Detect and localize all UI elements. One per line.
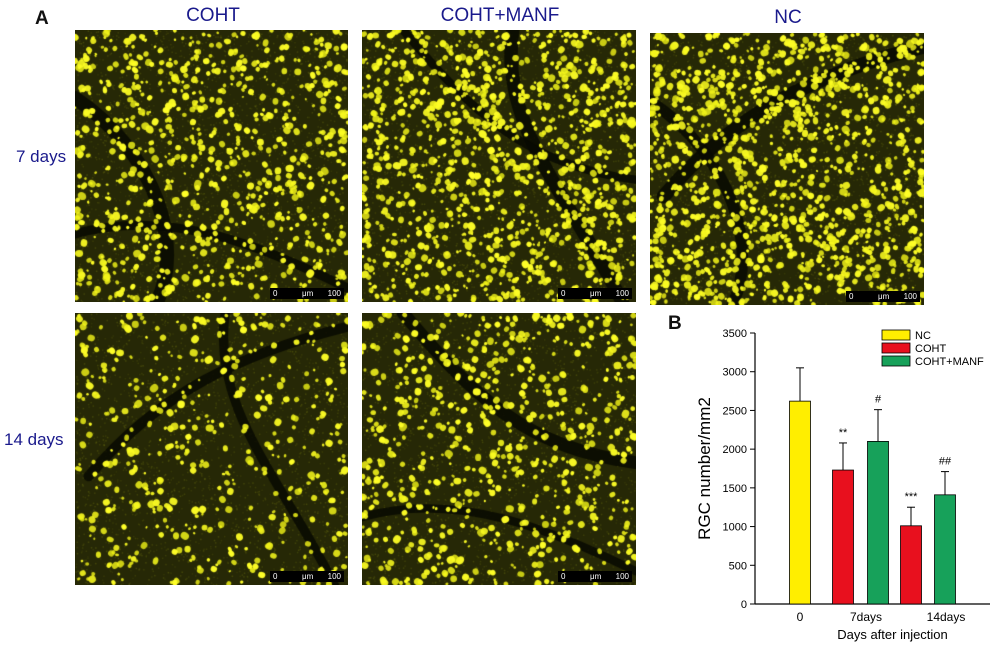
legend-label: NC — [915, 330, 931, 342]
significance-label: ## — [939, 456, 952, 468]
legend-label: COHT+MANF — [915, 356, 984, 368]
row-label-14-days: 14 days — [4, 430, 64, 449]
chart-axes: 0 500 1000 1500 2000 2500 3000 3500 — [723, 328, 990, 611]
column-label-nc: NC — [774, 7, 802, 28]
bar-coht-7days — [832, 469, 854, 605]
y-tick-label: 2500 — [723, 405, 747, 417]
y-tick-label: 2000 — [723, 444, 747, 456]
y-tick-label: 3500 — [723, 328, 747, 340]
micrograph-nc-7-days: 0 μm 100 — [650, 33, 924, 305]
legend-swatch — [881, 355, 911, 367]
row-label-7-days: 7 days — [16, 147, 67, 166]
significance-label: # — [875, 394, 882, 406]
y-tick-label: 0 — [741, 599, 747, 611]
significance-label: ** — [839, 427, 848, 439]
y-axis-label: RGC number/mm2 — [695, 397, 714, 540]
scale-bar: 0 μm 100 — [558, 571, 632, 582]
chart-labels: RGC number/mm2 Days after injection 0 7days… — [695, 394, 965, 642]
micrograph-coht-14-days: 0 μm 100 — [75, 313, 348, 585]
bar-coht-manf-7days — [867, 441, 889, 605]
y-tick-label: 1000 — [723, 522, 747, 534]
panel-a-letter: A — [35, 8, 49, 29]
y-tick-label: 1500 — [723, 483, 747, 495]
x-tick-label: 0 — [797, 610, 804, 624]
legend-swatch — [881, 329, 911, 341]
legend-label: COHT — [915, 343, 946, 355]
x-tick-label: 14days — [927, 610, 966, 624]
bar-nc-0 — [789, 400, 811, 605]
chart-svg: 0 500 1000 1500 2000 2500 3000 3500 RGC number/… — [695, 328, 990, 642]
column-label-coht: COHT — [186, 5, 240, 26]
column-label-coht-manf: COHT+MANF — [440, 5, 560, 26]
x-axis-label: Days after injection — [837, 627, 948, 642]
scale-bar: 0 μm 100 — [270, 571, 344, 582]
bar-coht-14days — [900, 525, 922, 605]
micrograph-coht-manf-14-days: 0 μm 100 — [362, 313, 636, 585]
micrograph-coht-manf-7-days: 0 μm 100 — [362, 30, 636, 302]
panel-b-letter: B — [668, 313, 682, 334]
legend-swatch — [881, 342, 911, 354]
scale-bar: 0 μm 100 — [270, 288, 344, 299]
y-tick-label: 3000 — [723, 367, 747, 379]
scale-bar: 0 μm 100 — [558, 288, 632, 299]
rgc-bar-chart: 0 500 1000 1500 2000 2500 3000 3500 RGC number/… — [660, 318, 996, 644]
scale-bar: 0 μm 100 — [846, 291, 920, 302]
bar-coht-manf-14days — [934, 494, 956, 605]
x-tick-label: 7days — [850, 610, 882, 624]
chart-bars — [789, 367, 956, 605]
significance-label: *** — [905, 491, 919, 503]
y-tick-label: 500 — [729, 560, 747, 572]
micrograph-coht-7-days: 0 μm 100 — [75, 30, 348, 302]
